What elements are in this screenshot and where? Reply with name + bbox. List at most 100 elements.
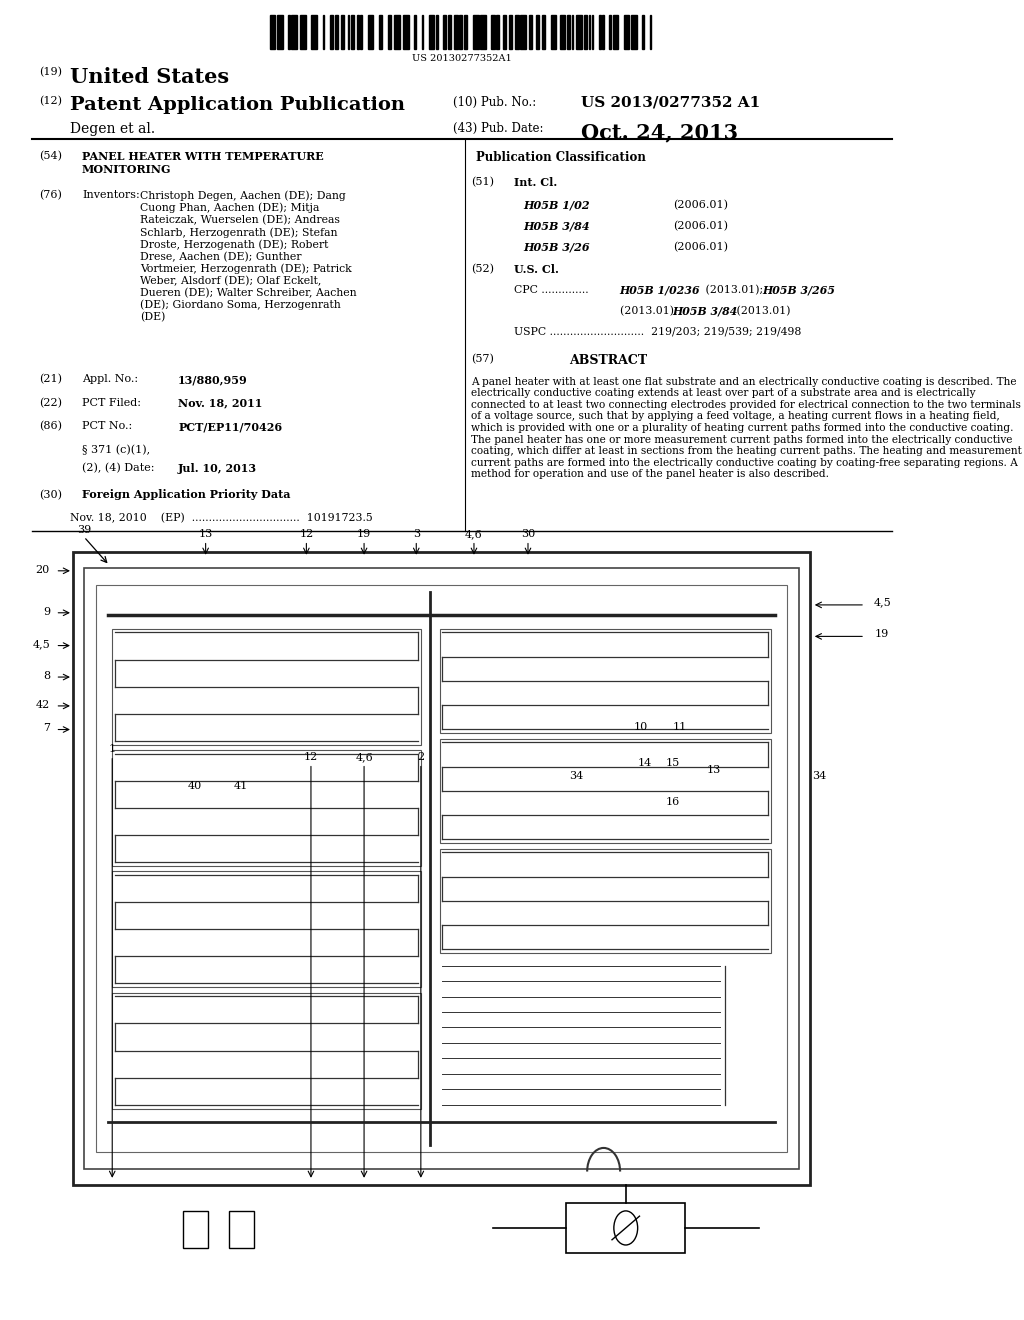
Text: (86): (86) xyxy=(39,421,62,432)
Text: Nov. 18, 2011: Nov. 18, 2011 xyxy=(178,397,262,409)
Bar xyxy=(480,15,485,49)
Text: (10) Pub. No.:: (10) Pub. No.: xyxy=(453,96,537,110)
Text: 4,6: 4,6 xyxy=(355,752,373,763)
Bar xyxy=(649,15,651,49)
Text: 9: 9 xyxy=(43,607,50,616)
Bar xyxy=(335,15,338,49)
Bar xyxy=(551,15,556,49)
Text: 1: 1 xyxy=(109,744,116,755)
Text: Patent Application Publication: Patent Application Publication xyxy=(70,96,406,114)
Text: H05B 1/02: H05B 1/02 xyxy=(523,199,590,211)
Text: PCT No.:: PCT No.: xyxy=(82,421,132,432)
Bar xyxy=(311,15,317,49)
Bar xyxy=(436,15,437,49)
Bar xyxy=(368,15,374,49)
Text: Oct. 24, 2013: Oct. 24, 2013 xyxy=(581,123,738,143)
Text: 7: 7 xyxy=(43,723,50,734)
Text: (54): (54) xyxy=(39,150,62,161)
Bar xyxy=(473,15,478,49)
Text: 10: 10 xyxy=(634,722,648,733)
Text: US 20130277352A1: US 20130277352A1 xyxy=(413,54,512,63)
Bar xyxy=(403,15,409,49)
Bar xyxy=(300,15,306,49)
Text: 41: 41 xyxy=(233,781,248,791)
Bar xyxy=(589,15,590,49)
Text: 30: 30 xyxy=(521,529,536,540)
Bar xyxy=(592,15,593,49)
Text: (12): (12) xyxy=(39,96,62,107)
Bar xyxy=(602,15,604,49)
Text: 12: 12 xyxy=(304,752,318,763)
Text: 4,6: 4,6 xyxy=(465,529,483,540)
Text: Inventors:: Inventors: xyxy=(82,190,139,201)
Bar xyxy=(520,15,526,49)
Bar xyxy=(612,15,618,49)
Bar xyxy=(599,15,600,49)
Bar xyxy=(515,15,519,49)
Bar xyxy=(357,15,358,49)
Text: (57): (57) xyxy=(471,354,495,364)
Text: 19: 19 xyxy=(357,529,371,540)
Bar xyxy=(394,15,399,49)
Bar xyxy=(449,15,452,49)
Bar xyxy=(566,1203,685,1253)
Text: H05B 3/84: H05B 3/84 xyxy=(523,220,590,231)
Text: Degen et al.: Degen et al. xyxy=(70,123,156,136)
Bar xyxy=(182,1210,209,1247)
Bar xyxy=(464,15,467,49)
Bar xyxy=(631,15,637,49)
Bar xyxy=(459,15,463,49)
Bar xyxy=(571,15,573,49)
Text: (2013.01);: (2013.01); xyxy=(620,306,681,317)
Bar xyxy=(228,1210,254,1247)
Bar xyxy=(492,15,495,49)
Bar xyxy=(642,15,644,49)
Text: PANEL HEATER WITH TEMPERATURE
MONITORING: PANEL HEATER WITH TEMPERATURE MONITORING xyxy=(82,150,324,174)
Text: 19: 19 xyxy=(874,630,889,639)
Text: 4,5: 4,5 xyxy=(874,598,892,607)
Text: U.S. Cl.: U.S. Cl. xyxy=(514,264,559,275)
Bar xyxy=(323,15,325,49)
Text: (2006.01): (2006.01) xyxy=(673,199,728,210)
Text: 13: 13 xyxy=(199,529,213,540)
Bar xyxy=(276,15,283,49)
Text: 20: 20 xyxy=(36,565,50,574)
Bar xyxy=(439,738,771,843)
Bar xyxy=(529,15,532,49)
Text: (2013.01);: (2013.01); xyxy=(702,285,767,296)
Bar xyxy=(577,15,582,49)
Text: 4,5: 4,5 xyxy=(32,639,50,649)
Bar xyxy=(288,15,290,49)
Bar xyxy=(113,750,421,866)
Bar xyxy=(624,15,630,49)
Text: Jul. 10, 2013: Jul. 10, 2013 xyxy=(178,463,257,474)
Bar xyxy=(542,15,545,49)
Text: Nov. 18, 2010    (EP)  ................................  10191723.5: Nov. 18, 2010 (EP) .....................… xyxy=(70,513,373,524)
Text: 39: 39 xyxy=(78,525,92,536)
Bar xyxy=(497,15,500,49)
Bar xyxy=(443,15,446,49)
Text: 15: 15 xyxy=(666,758,680,767)
Text: 16: 16 xyxy=(666,797,680,807)
Bar xyxy=(415,15,416,49)
Text: ABSTRACT: ABSTRACT xyxy=(569,354,647,367)
Text: PCT Filed:: PCT Filed: xyxy=(82,397,141,408)
Bar xyxy=(73,553,810,1184)
Text: H05B 3/84: H05B 3/84 xyxy=(673,306,738,317)
Bar xyxy=(609,15,611,49)
Bar xyxy=(84,568,799,1170)
Bar xyxy=(439,849,771,953)
Bar xyxy=(292,15,297,49)
Text: (2006.01): (2006.01) xyxy=(673,220,728,231)
Text: (30): (30) xyxy=(39,490,62,500)
Text: US 2013/0277352 A1: US 2013/0277352 A1 xyxy=(581,96,761,110)
Bar xyxy=(509,15,512,49)
Text: 34: 34 xyxy=(569,771,584,780)
Text: 12: 12 xyxy=(299,529,313,540)
Bar xyxy=(379,15,382,49)
Bar xyxy=(113,628,421,744)
Text: USPC ............................  219/203; 219/539; 219/498: USPC ............................ 219/20… xyxy=(514,327,802,337)
Bar xyxy=(422,15,423,49)
Text: Foreign Application Priority Data: Foreign Application Priority Data xyxy=(82,490,291,500)
Text: (19): (19) xyxy=(39,67,62,78)
